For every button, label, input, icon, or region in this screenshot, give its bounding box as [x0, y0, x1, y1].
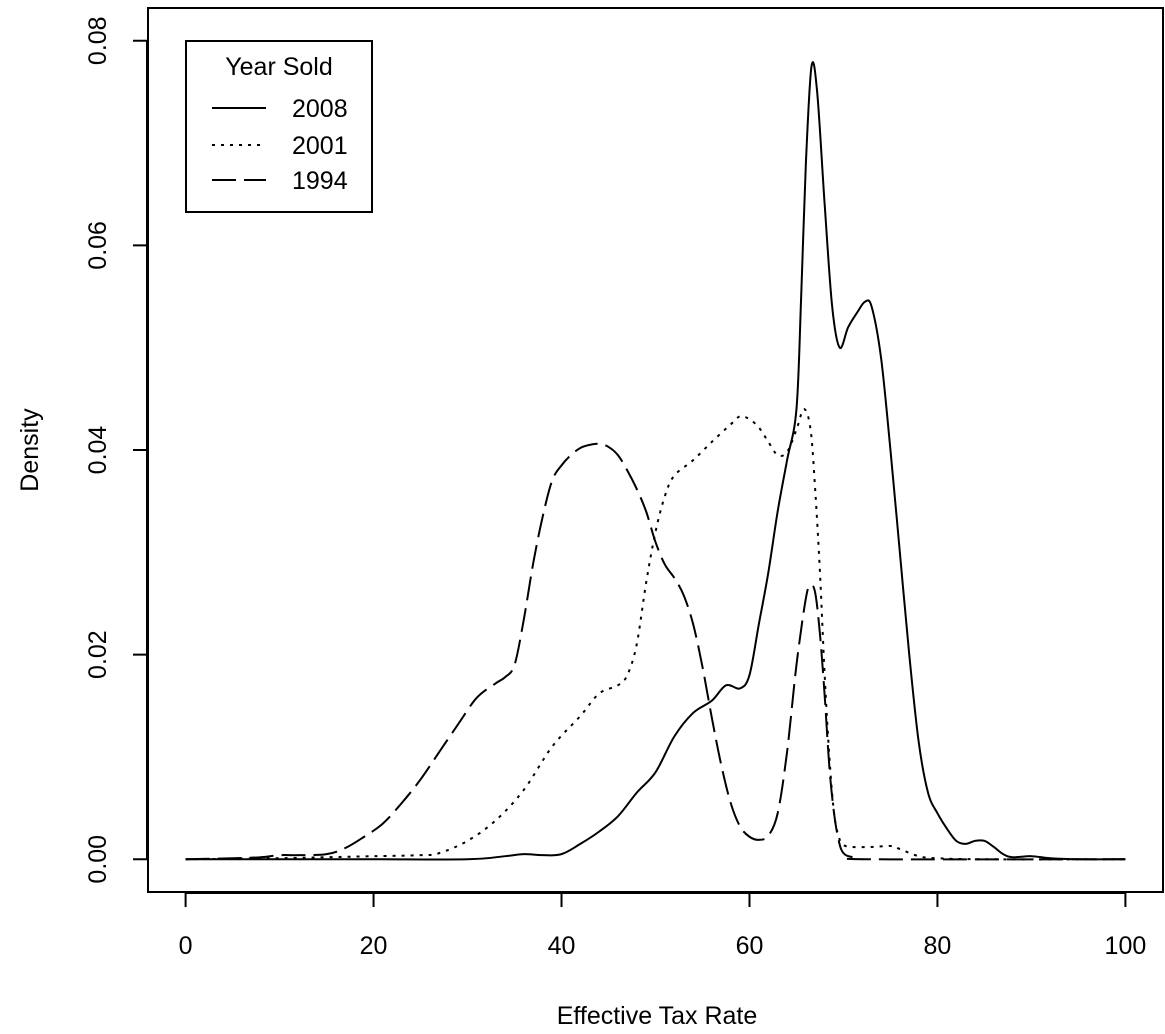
y-tick-label: 0.06 — [84, 221, 112, 270]
x-tick-label: 0 — [179, 932, 193, 960]
x-tick-label: 40 — [548, 932, 576, 960]
series-line-1994 — [185, 442, 1126, 861]
x-tick-label: 60 — [736, 932, 764, 960]
legend-box — [185, 40, 373, 213]
y-tick-label: 0.08 — [84, 16, 112, 65]
x-tick-label: 20 — [360, 932, 388, 960]
x-axis: 0 20 40 60 80 100 — [179, 892, 1147, 960]
y-axis-label: Density — [16, 408, 44, 492]
x-axis-label: Effective Tax Rate — [557, 1002, 758, 1030]
legend: Year Sold 2008 2001 1994 — [185, 40, 373, 213]
y-tick-label: 0.02 — [84, 630, 112, 679]
legend-label-2008: 2008 — [292, 95, 348, 123]
x-tick-label: 80 — [924, 932, 952, 960]
y-tick-label: 0.04 — [84, 426, 112, 475]
legend-title: Year Sold — [225, 53, 333, 81]
legend-label-2001: 2001 — [292, 132, 348, 160]
y-tick-label: 0.00 — [84, 835, 112, 884]
series-layer — [185, 61, 1126, 861]
series-line-2008 — [185, 61, 1126, 861]
series-line-2001 — [185, 408, 1126, 861]
x-tick-label: 100 — [1105, 932, 1147, 960]
y-axis: 0.00 0.02 0.04 0.06 0.08 — [84, 16, 148, 884]
legend-label-1994: 1994 — [292, 167, 348, 195]
